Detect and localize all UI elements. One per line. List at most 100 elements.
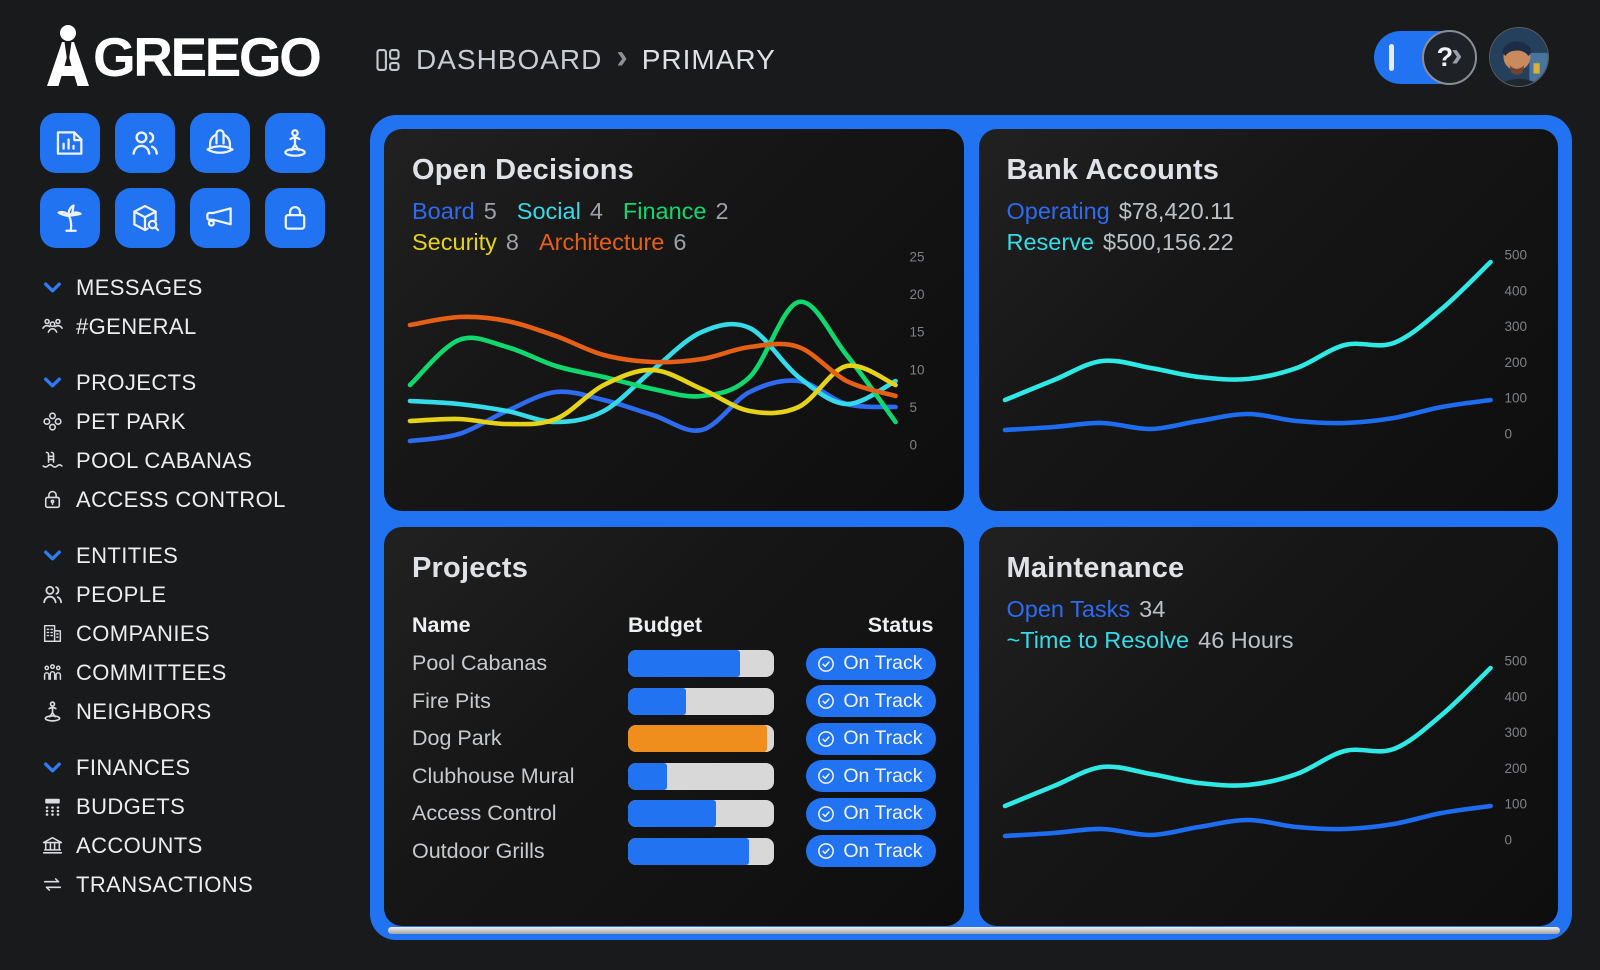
svg-text:300: 300 (1504, 319, 1526, 334)
palm-tree-icon (53, 201, 87, 235)
stat-operating: Operating $78,420.11 (1006, 198, 1235, 224)
sidebar-item-accounts[interactable]: ACCOUNTS (40, 826, 340, 865)
sidebar-item-access-control[interactable]: ACCESS CONTROL (40, 480, 340, 519)
app-logo: GREEGO (43, 24, 322, 88)
status-badge[interactable]: On Track (806, 685, 936, 718)
legend-item-board: Board 5 (412, 198, 497, 224)
projects-card: Projects Name Budget Status Pool Cabanas On… (384, 527, 964, 926)
chevron-right-icon: › (616, 38, 628, 76)
horizontal-scrollbar[interactable] (388, 927, 1560, 934)
project-name: Pool Cabanas (412, 651, 548, 676)
quick-action-contractors-button[interactable] (190, 113, 250, 173)
chevron-down-icon[interactable] (40, 370, 65, 395)
chevron-down-icon[interactable] (40, 275, 65, 300)
hard-hat-icon (203, 126, 237, 160)
quick-action-reports-button[interactable] (40, 113, 100, 173)
card-title-bank-accounts: Bank Accounts (1006, 154, 1220, 186)
quick-action-neighbors-button[interactable] (265, 113, 325, 173)
check-circle-icon (816, 729, 836, 749)
neighbor-icon (40, 699, 65, 724)
quick-action-people-button[interactable] (115, 113, 175, 173)
user-avatar[interactable] (1490, 28, 1548, 86)
open-decisions-chart: 25 20 15 10 5 0 (404, 237, 956, 487)
project-name: Outdoor Grills (412, 838, 545, 863)
package-search-icon (128, 201, 162, 235)
svg-text:100: 100 (1504, 391, 1526, 406)
status-badge[interactable]: On Track (806, 647, 936, 680)
status-label: On Track (843, 689, 923, 712)
svg-text:0: 0 (1504, 832, 1511, 847)
sidebar-item-companies[interactable]: COMPANIES (40, 614, 340, 653)
status-label: On Track (843, 727, 923, 750)
sidebar-section-entities[interactable]: ENTITIES (40, 536, 340, 575)
quick-action-security-button[interactable] (265, 188, 325, 248)
maintenance-chart: 500 400 300 200 100 0 (999, 647, 1551, 852)
sidebar-item-neighbors[interactable]: NEIGHBORS (40, 692, 340, 731)
nav-section-finances: FINANCES BUDGETS ACCOUNTS TRANSACTIONS (40, 748, 340, 904)
maintenance-card: Maintenance Open Tasks 34 ~Time to Resolve… (978, 527, 1558, 926)
access-lock-icon (40, 487, 65, 512)
sidebar-item-committees[interactable]: COMMITTEES (40, 653, 340, 692)
nav-section-entities: ENTITIES PEOPLE COMPANIES COMMITTEES NEIGHBO… (40, 536, 340, 731)
toggle-handle (1389, 43, 1394, 71)
sidebar-section-projects[interactable]: PROJECTS (40, 363, 340, 402)
sidebar-item-pet-park[interactable]: PET PARK (40, 402, 340, 441)
quick-action-inventory-button[interactable] (115, 188, 175, 248)
sidebar-item-people[interactable]: PEOPLE (40, 575, 340, 614)
quick-action-announcements-button[interactable] (190, 188, 250, 248)
help-icon[interactable]: ? › (1422, 29, 1477, 85)
open-decisions-legend: Board 5 Social 4 Finance 2 Security 8 Architectu… (412, 196, 742, 258)
sidebar-item-transactions[interactable]: TRANSACTIONS (40, 865, 340, 904)
pool-ladder-icon (40, 448, 65, 473)
check-circle-icon (816, 841, 836, 861)
users-icon (40, 582, 65, 607)
status-badge[interactable]: On Track (806, 722, 936, 755)
chevron-down-icon[interactable] (40, 543, 65, 568)
table-row-outdoor-grills[interactable]: Outdoor Grills On Track (412, 833, 936, 871)
status-label: On Track (843, 839, 923, 862)
question-glyph: ? (1436, 41, 1454, 72)
table-row-dog-park[interactable]: Dog Park On Track (412, 720, 936, 758)
status-badge[interactable]: On Track (806, 797, 936, 830)
svg-text:500: 500 (1504, 653, 1526, 668)
status-badge[interactable]: On Track (806, 835, 936, 868)
quick-action-amenities-button[interactable] (40, 188, 100, 248)
breadcrumb-dashboard[interactable]: DASHBOARD (416, 44, 603, 75)
dashboard-layout-icon (374, 46, 402, 74)
svg-text:100: 100 (1504, 797, 1526, 812)
svg-text:400: 400 (1504, 689, 1526, 704)
stat-open-tasks: Open Tasks 34 (1006, 596, 1166, 622)
card-title-open-decisions: Open Decisions (412, 154, 634, 186)
sidebar-item-pool-cabanas[interactable]: POOL CABANAS (40, 441, 340, 480)
dashboard-panel: Open Decisions Board 5 Social 4 Finance 2 Secu… (370, 115, 1572, 940)
check-circle-icon (816, 691, 836, 711)
sidebar-section-finances[interactable]: FINANCES (40, 748, 340, 787)
budget-progress-fill (628, 837, 750, 865)
table-row-access-control[interactable]: Access Control On Track (412, 795, 936, 833)
sidebar-section-messages[interactable]: MESSAGES (40, 268, 340, 307)
breadcrumb-primary[interactable]: PRIMARY (641, 44, 776, 75)
sidebar-item-label: COMMITTEES (76, 659, 227, 685)
budget-progress-bar (628, 687, 774, 715)
budget-progress-fill (628, 725, 767, 753)
status-label: On Track (843, 802, 923, 825)
svg-text:15: 15 (910, 325, 925, 340)
table-row-fire-pits[interactable]: Fire Pits On Track (412, 683, 936, 721)
legend-item-architecture: Architecture 6 (538, 229, 687, 255)
table-row-pool-cabanas[interactable]: Pool Cabanas On Track (412, 645, 936, 683)
help-toggle[interactable]: ? › (1374, 29, 1477, 85)
sidebar-item-label: #GENERAL (76, 313, 197, 339)
sidebar-item-budgets[interactable]: BUDGETS (40, 787, 340, 826)
status-badge[interactable]: On Track (806, 760, 936, 793)
svg-text:20: 20 (910, 287, 925, 302)
projects-table-body: Pool Cabanas On Track Fire Pits On Track Dog… (412, 645, 936, 870)
svg-text:0: 0 (910, 437, 917, 452)
table-row-clubhouse-mural[interactable]: Clubhouse Mural On Track (412, 758, 936, 796)
status-label: On Track (843, 652, 923, 675)
bank-accounts-chart: 500 400 300 200 100 0 (999, 241, 1551, 446)
legend-item-security: Security 8 (412, 229, 519, 255)
section-label: MESSAGES (76, 274, 203, 300)
chevron-down-icon[interactable] (40, 755, 65, 780)
projects-table: Name Budget Status Pool Cabanas On Track Fir… (412, 605, 936, 870)
sidebar-item-general[interactable]: #GENERAL (40, 307, 340, 346)
